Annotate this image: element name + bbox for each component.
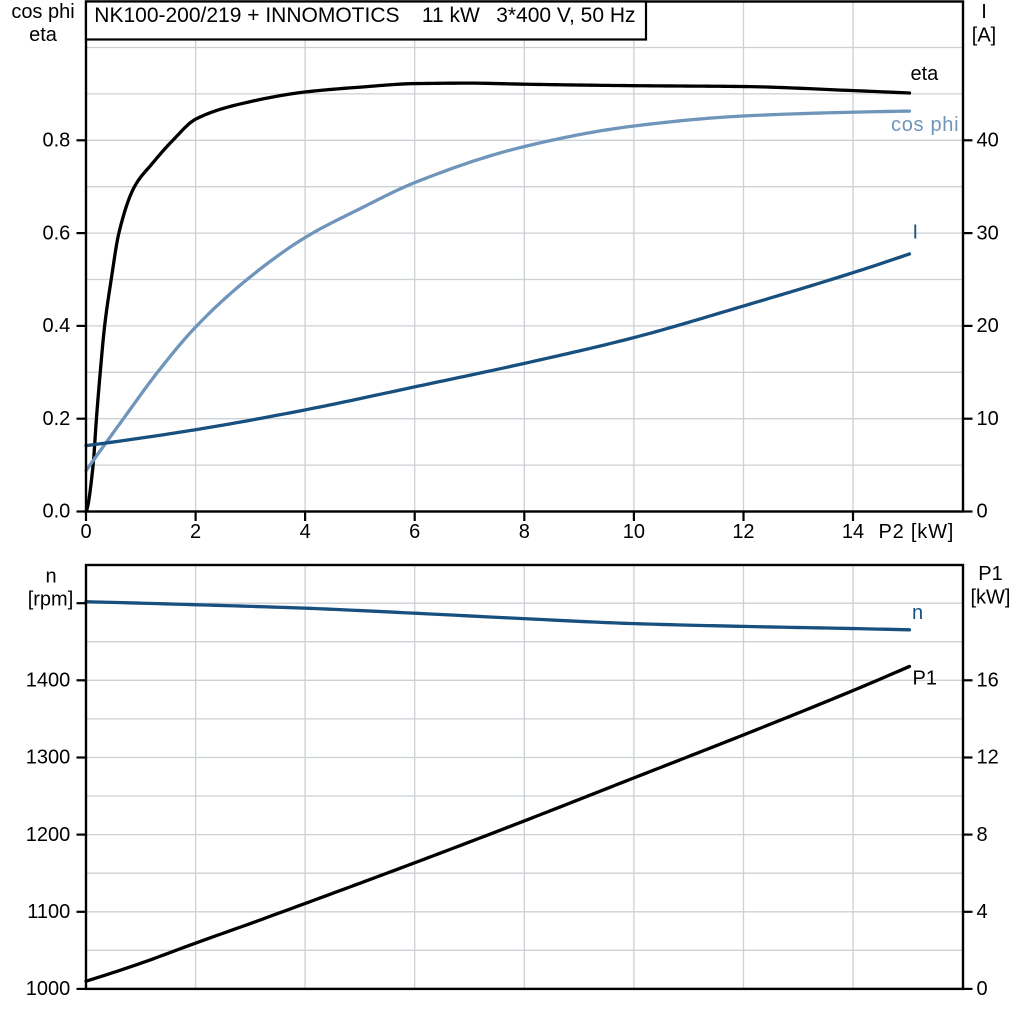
svg-text:8: 8 — [519, 521, 530, 543]
svg-text:12: 12 — [977, 747, 999, 769]
svg-text:0.4: 0.4 — [42, 315, 70, 337]
svg-text:1300: 1300 — [26, 747, 71, 769]
svg-text:4: 4 — [300, 521, 311, 543]
svg-text:I: I — [981, 1, 987, 23]
svg-text:cos phi: cos phi — [891, 114, 959, 136]
svg-text:P2 [kW]: P2 [kW] — [879, 521, 955, 543]
svg-text:eta: eta — [29, 24, 58, 46]
svg-text:10: 10 — [623, 521, 645, 543]
svg-text:1000: 1000 — [26, 978, 71, 1000]
svg-text:1100: 1100 — [27, 901, 70, 923]
svg-text:1200: 1200 — [26, 824, 71, 846]
svg-text:n: n — [45, 565, 56, 587]
svg-text:NK100-200/219 + INNOMOTICS: NK100-200/219 + INNOMOTICS — [94, 4, 399, 27]
svg-text:10: 10 — [977, 408, 999, 430]
svg-text:0.2: 0.2 — [42, 408, 70, 430]
svg-text:0: 0 — [977, 501, 988, 523]
svg-text:40: 40 — [977, 130, 999, 152]
svg-text:4: 4 — [977, 901, 988, 923]
svg-text:[A]: [A] — [972, 24, 996, 46]
svg-text:2: 2 — [190, 521, 201, 543]
svg-text:[rpm]: [rpm] — [28, 589, 74, 611]
svg-text:16: 16 — [977, 670, 999, 692]
svg-text:11 kW: 11 kW — [422, 4, 480, 27]
svg-text:0.8: 0.8 — [42, 130, 70, 152]
svg-text:14: 14 — [842, 521, 864, 543]
svg-text:12: 12 — [732, 521, 754, 543]
svg-text:0: 0 — [80, 521, 91, 543]
svg-text:0: 0 — [977, 978, 988, 1000]
svg-text:0.0: 0.0 — [42, 501, 70, 523]
svg-text:3*400 V, 50 Hz: 3*400 V, 50 Hz — [496, 4, 635, 27]
svg-text:8: 8 — [977, 824, 988, 846]
svg-text:30: 30 — [977, 222, 999, 244]
svg-text:I: I — [913, 222, 919, 244]
svg-text:P1: P1 — [978, 563, 1002, 585]
svg-text:1400: 1400 — [26, 670, 71, 692]
svg-text:cos phi: cos phi — [11, 1, 74, 23]
svg-text:0.6: 0.6 — [42, 222, 70, 244]
svg-text:20: 20 — [977, 315, 999, 337]
svg-text:n: n — [912, 602, 923, 624]
svg-text:eta: eta — [911, 63, 940, 85]
svg-text:P1: P1 — [913, 667, 937, 689]
svg-text:6: 6 — [409, 521, 420, 543]
svg-text:[kW]: [kW] — [971, 587, 1011, 609]
